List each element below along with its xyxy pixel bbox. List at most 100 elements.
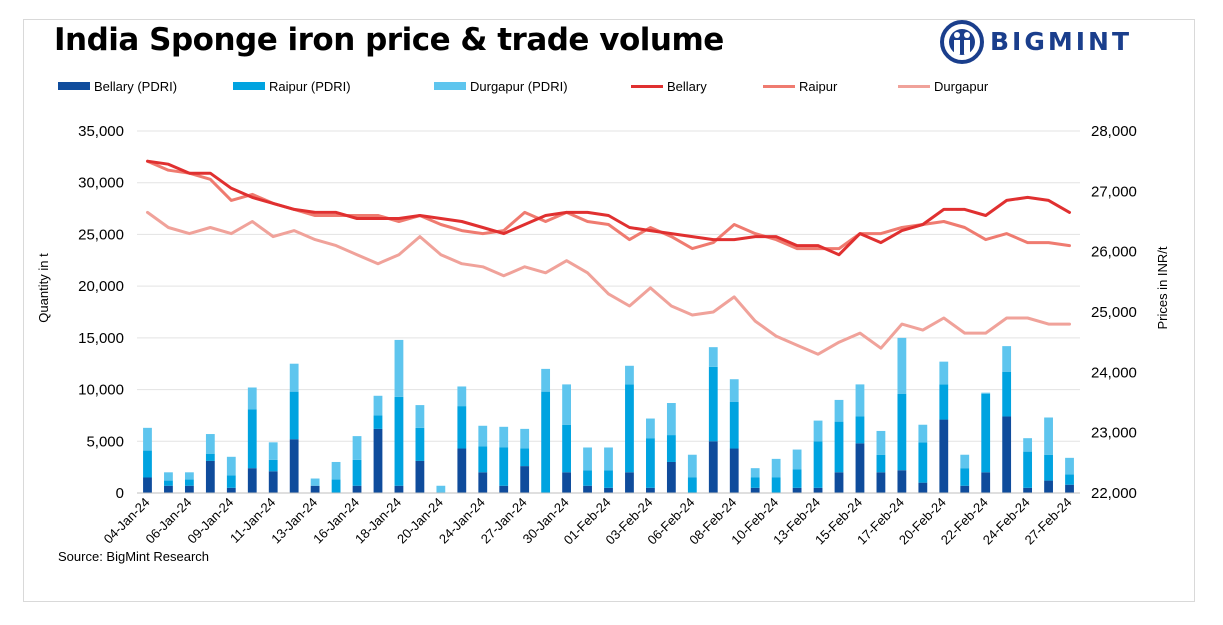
legend-label: Bellary (PDRI) — [94, 78, 178, 94]
bar-segment — [666, 461, 676, 493]
bar-segment — [876, 454, 886, 473]
bar-segment — [415, 460, 425, 493]
bar-segment — [1044, 480, 1053, 493]
bar-segment — [184, 472, 194, 480]
bar-segment — [352, 436, 362, 460]
bar-segment — [855, 416, 865, 444]
y2-tick-label: 23,000 — [1091, 425, 1137, 442]
bar-segment — [813, 487, 823, 493]
bar-segment — [1065, 474, 1074, 485]
bar-segment — [834, 421, 844, 473]
y-axis-left: 0 5,000 10,000 15,000 20,000 25,000 30,000 35,0… — [78, 123, 124, 502]
bar-segment — [164, 480, 173, 486]
bar-segment — [687, 477, 697, 493]
bar-segment — [813, 441, 823, 488]
bar-segment — [876, 472, 886, 493]
bar-segment — [352, 459, 362, 486]
brand-name: BIGMINT — [990, 27, 1133, 56]
bar-segment — [478, 472, 488, 493]
bars — [143, 337, 1074, 493]
bigmint-logo-icon — [940, 20, 984, 64]
bar-segment — [897, 337, 907, 394]
legend-label: Raipur (PDRI) — [269, 78, 351, 94]
price-lines — [146, 159, 1071, 356]
bar-segment — [666, 435, 676, 462]
bar-segment — [646, 438, 655, 488]
legend-swatch — [434, 82, 466, 90]
bar-segment — [143, 427, 152, 451]
bar-segment — [184, 485, 194, 493]
bar-segment — [373, 428, 383, 493]
bar-segment — [373, 395, 383, 416]
bar-segment — [541, 368, 551, 392]
y2-tick-label: 25,000 — [1091, 304, 1137, 321]
bar-segment — [143, 450, 152, 478]
bar-segment — [792, 449, 802, 470]
bar-segment — [164, 472, 173, 481]
bar-segment — [310, 485, 320, 493]
chart-title: India Sponge iron price & trade volume — [54, 22, 724, 58]
chart-legend: Bellary (PDRI) Raipur (PDRI) Durgapur (P… — [58, 75, 1158, 97]
x-tick-label: 09-Jan-24 — [184, 495, 236, 547]
bar-segment — [1044, 454, 1053, 481]
bar-segment — [268, 442, 278, 460]
bar-segment — [289, 439, 299, 493]
bar-segment — [708, 347, 718, 367]
bar-segment — [289, 363, 299, 392]
bar-segment — [415, 405, 425, 428]
bar-segment — [1044, 417, 1053, 455]
legend-label: Durgapur (PDRI) — [470, 78, 568, 94]
y-axis-right: 22,000 23,000 24,000 25,000 26,000 27,000 28,0… — [1091, 123, 1137, 502]
y2-tick-label: 24,000 — [1091, 364, 1137, 381]
legend-label: Bellary — [667, 78, 707, 94]
bar-segment — [499, 485, 509, 493]
bar-segment — [939, 361, 949, 385]
y2-tick-label: 22,000 — [1091, 485, 1137, 502]
bar-segment — [289, 391, 299, 440]
bar-segment — [1065, 484, 1074, 493]
bar-segment — [394, 485, 404, 493]
y-axis-label: Quantity in t — [36, 253, 51, 323]
bar-segment — [1002, 371, 1012, 417]
bar-segment — [205, 434, 215, 454]
bar-segment — [876, 430, 886, 455]
bar-segment — [981, 472, 991, 493]
legend-swatch — [631, 84, 663, 88]
bar-segment — [897, 393, 907, 471]
bar-segment — [939, 419, 949, 493]
legend-item-durgapur-pdri: Durgapur (PDRI) — [434, 75, 568, 97]
bar-segment — [960, 485, 970, 493]
bar-segment — [1065, 457, 1074, 475]
legend-item-raipur: Raipur — [763, 75, 837, 97]
bar-segment — [918, 482, 928, 493]
bar-segment — [646, 418, 655, 439]
bar-segment — [897, 470, 907, 493]
bar-segment — [247, 409, 257, 469]
bar-segment — [394, 339, 404, 397]
bar-segment — [604, 487, 613, 493]
price-line-raipur — [146, 159, 1071, 251]
bar-segment — [625, 365, 634, 385]
bar-segment — [813, 420, 823, 442]
bar-segment — [226, 475, 236, 488]
bar-segment — [205, 460, 215, 493]
bar-segment — [604, 470, 613, 488]
bar-segment — [646, 487, 655, 493]
bar-segment — [352, 485, 362, 493]
bar-segment — [960, 468, 970, 486]
bar-segment — [1023, 451, 1033, 488]
legend-swatch — [763, 84, 795, 88]
bar-segment — [604, 447, 613, 471]
bar-segment — [478, 446, 488, 473]
bar-segment — [268, 459, 278, 472]
bar-segment — [750, 468, 760, 478]
bar-segment — [226, 487, 236, 493]
price-line-bellary — [146, 159, 1071, 257]
bar-segment — [457, 448, 467, 493]
y-tick-label: 5,000 — [86, 433, 124, 450]
y-tick-label: 10,000 — [78, 382, 124, 399]
bar-segment — [499, 426, 509, 448]
bar-segment — [981, 392, 991, 394]
x-axis: 04-Jan-2406-Jan-2409-Jan-2411-Jan-2413-J… — [101, 495, 1075, 548]
bar-segment — [520, 448, 530, 467]
